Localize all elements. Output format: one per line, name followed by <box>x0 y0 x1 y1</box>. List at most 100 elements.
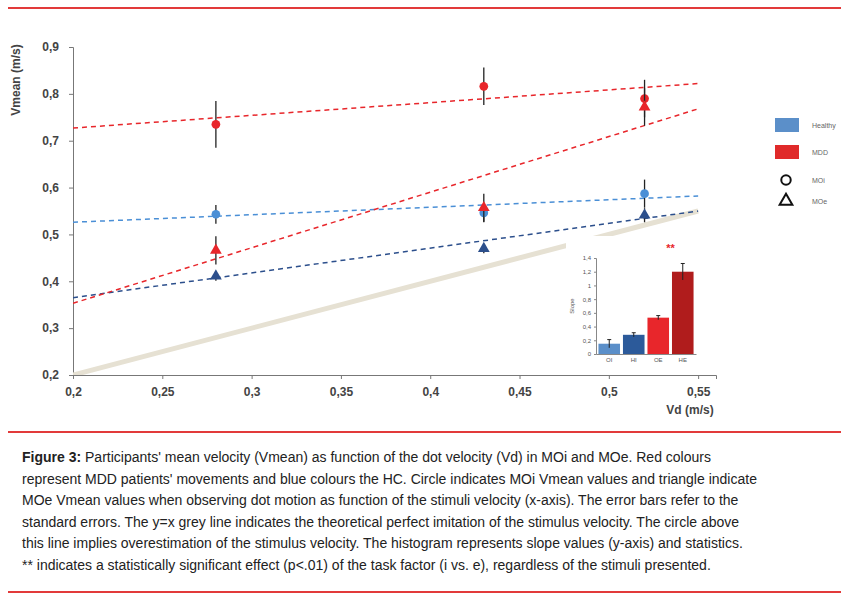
tick-label: 0,55 <box>687 385 711 399</box>
axis: OIHIOEHE <box>597 355 697 364</box>
rule <box>8 7 841 9</box>
tick: HI <box>631 357 637 363</box>
tick-label: 0,5 <box>601 385 618 399</box>
axis-line <box>69 48 74 376</box>
tick-mark <box>594 340 596 341</box>
caption-line: MOe Vmean values when observing dot moti… <box>22 492 739 508</box>
point <box>639 100 651 110</box>
tick: 0,9 <box>42 40 73 54</box>
tick: HE <box>679 357 687 363</box>
point <box>478 242 490 252</box>
tick: 0,3 <box>42 321 73 335</box>
tick-label: HE <box>679 357 687 363</box>
axis-line <box>74 376 717 380</box>
tick-label: 1,4 <box>583 255 592 261</box>
point <box>212 120 221 129</box>
tick-label: 1 <box>588 283 592 289</box>
caption-text: ** indicates a statistically significant… <box>22 557 711 573</box>
legend-label: MOe <box>812 198 827 205</box>
tick: 0,8 <box>42 87 73 101</box>
tick-mark <box>430 375 431 379</box>
tick-mark <box>594 258 596 259</box>
tick: 0,2 <box>42 368 73 382</box>
tick-label: 0,2 <box>583 338 592 344</box>
legend-label: Healthy <box>812 122 836 130</box>
tick-label: 0,3 <box>244 385 261 399</box>
bar <box>623 335 645 354</box>
tick: 0,6 <box>583 310 596 316</box>
tick-label: 0,5 <box>42 228 59 242</box>
caption-line: standard errors. The y=x grey line indic… <box>22 514 739 530</box>
tick-label: 0,7 <box>42 134 59 148</box>
tick-label: 0,4 <box>583 324 592 330</box>
error-bar <box>681 263 685 279</box>
tick: 1 <box>588 283 596 289</box>
error-bar <box>632 333 636 337</box>
error-bar <box>607 340 611 348</box>
axis-line <box>597 354 697 355</box>
caption-line: ** indicates a statistically significant… <box>22 557 711 573</box>
tick-label: 0 <box>588 351 592 357</box>
legend: HealthyMDDMOiMOe <box>775 118 836 205</box>
point <box>639 208 651 218</box>
bar <box>647 318 669 354</box>
caption-text: represent MDD patients' movements and bl… <box>22 471 757 487</box>
legend-symbol <box>781 175 790 184</box>
caption-text: Participants' mean velocity (Vmean) as f… <box>81 449 711 465</box>
caption-text: this line implies overestimation of the … <box>22 535 743 551</box>
tick-label: 0,8 <box>583 297 592 303</box>
tick-label: 0,45 <box>508 385 532 399</box>
axis-line <box>594 259 597 355</box>
tick-label: 0,6 <box>583 310 592 316</box>
tick-label: 1,2 <box>583 269 592 275</box>
tick-label: 0,8 <box>42 87 59 101</box>
y-axis-title: Slope <box>569 298 575 314</box>
point <box>640 189 649 198</box>
tick-mark <box>698 375 699 379</box>
tick-mark <box>69 281 73 282</box>
legend-swatch <box>775 118 799 132</box>
trend-line <box>73 196 698 222</box>
tick: 0,45 <box>508 375 532 399</box>
tick-label: 0,2 <box>65 385 82 399</box>
legend-label: MOi <box>812 177 825 184</box>
tick-mark <box>594 327 596 328</box>
tick-mark <box>252 375 253 379</box>
tick: 0,35 <box>330 375 354 399</box>
tick-label: 0,9 <box>42 40 59 54</box>
tick: 0,4 <box>422 375 439 399</box>
tick: 0 <box>588 351 596 357</box>
point <box>478 201 490 211</box>
tick-mark <box>69 94 73 95</box>
point <box>479 82 488 91</box>
tick: 0,25 <box>151 375 175 399</box>
caption-label: Figure 3: <box>22 449 81 465</box>
tick: 0,5 <box>42 228 73 242</box>
axis: 0,2 0,3 0,4 0,5 0,6 0,7 0,8 0,9 <box>42 40 73 382</box>
tick: OI <box>606 357 613 363</box>
caption-line: represent MDD patients' movements and bl… <box>22 471 757 487</box>
tick-mark <box>609 375 610 379</box>
tick: 1,4 <box>583 255 596 261</box>
caption-line: this line implies overestimation of the … <box>22 535 743 551</box>
tick-mark <box>69 375 73 376</box>
tick-label: 0,3 <box>42 321 59 335</box>
caption-text: MOe Vmean values when observing dot moti… <box>22 492 739 508</box>
tick: 0,8 <box>583 297 596 303</box>
tick-mark <box>341 375 342 379</box>
tick: 0,4 <box>42 275 73 289</box>
inset-background <box>566 236 702 370</box>
figure-svg: 0,2 0,25 0,3 0,35 0,4 0,45 0,5 0,55 0,2 0,3 0,4 0,5… <box>0 0 849 599</box>
point <box>210 269 222 279</box>
tick: 0,7 <box>42 134 73 148</box>
tick-mark <box>520 375 521 379</box>
tick: 0,5 <box>601 375 618 399</box>
tick-mark <box>69 328 73 329</box>
tick-mark <box>594 299 596 300</box>
tick-label: 0,25 <box>151 385 175 399</box>
rule <box>8 431 841 433</box>
trend-line <box>73 84 698 129</box>
tick: 0,6 <box>42 181 73 195</box>
error-bar <box>656 316 660 320</box>
tick-mark <box>594 354 596 355</box>
